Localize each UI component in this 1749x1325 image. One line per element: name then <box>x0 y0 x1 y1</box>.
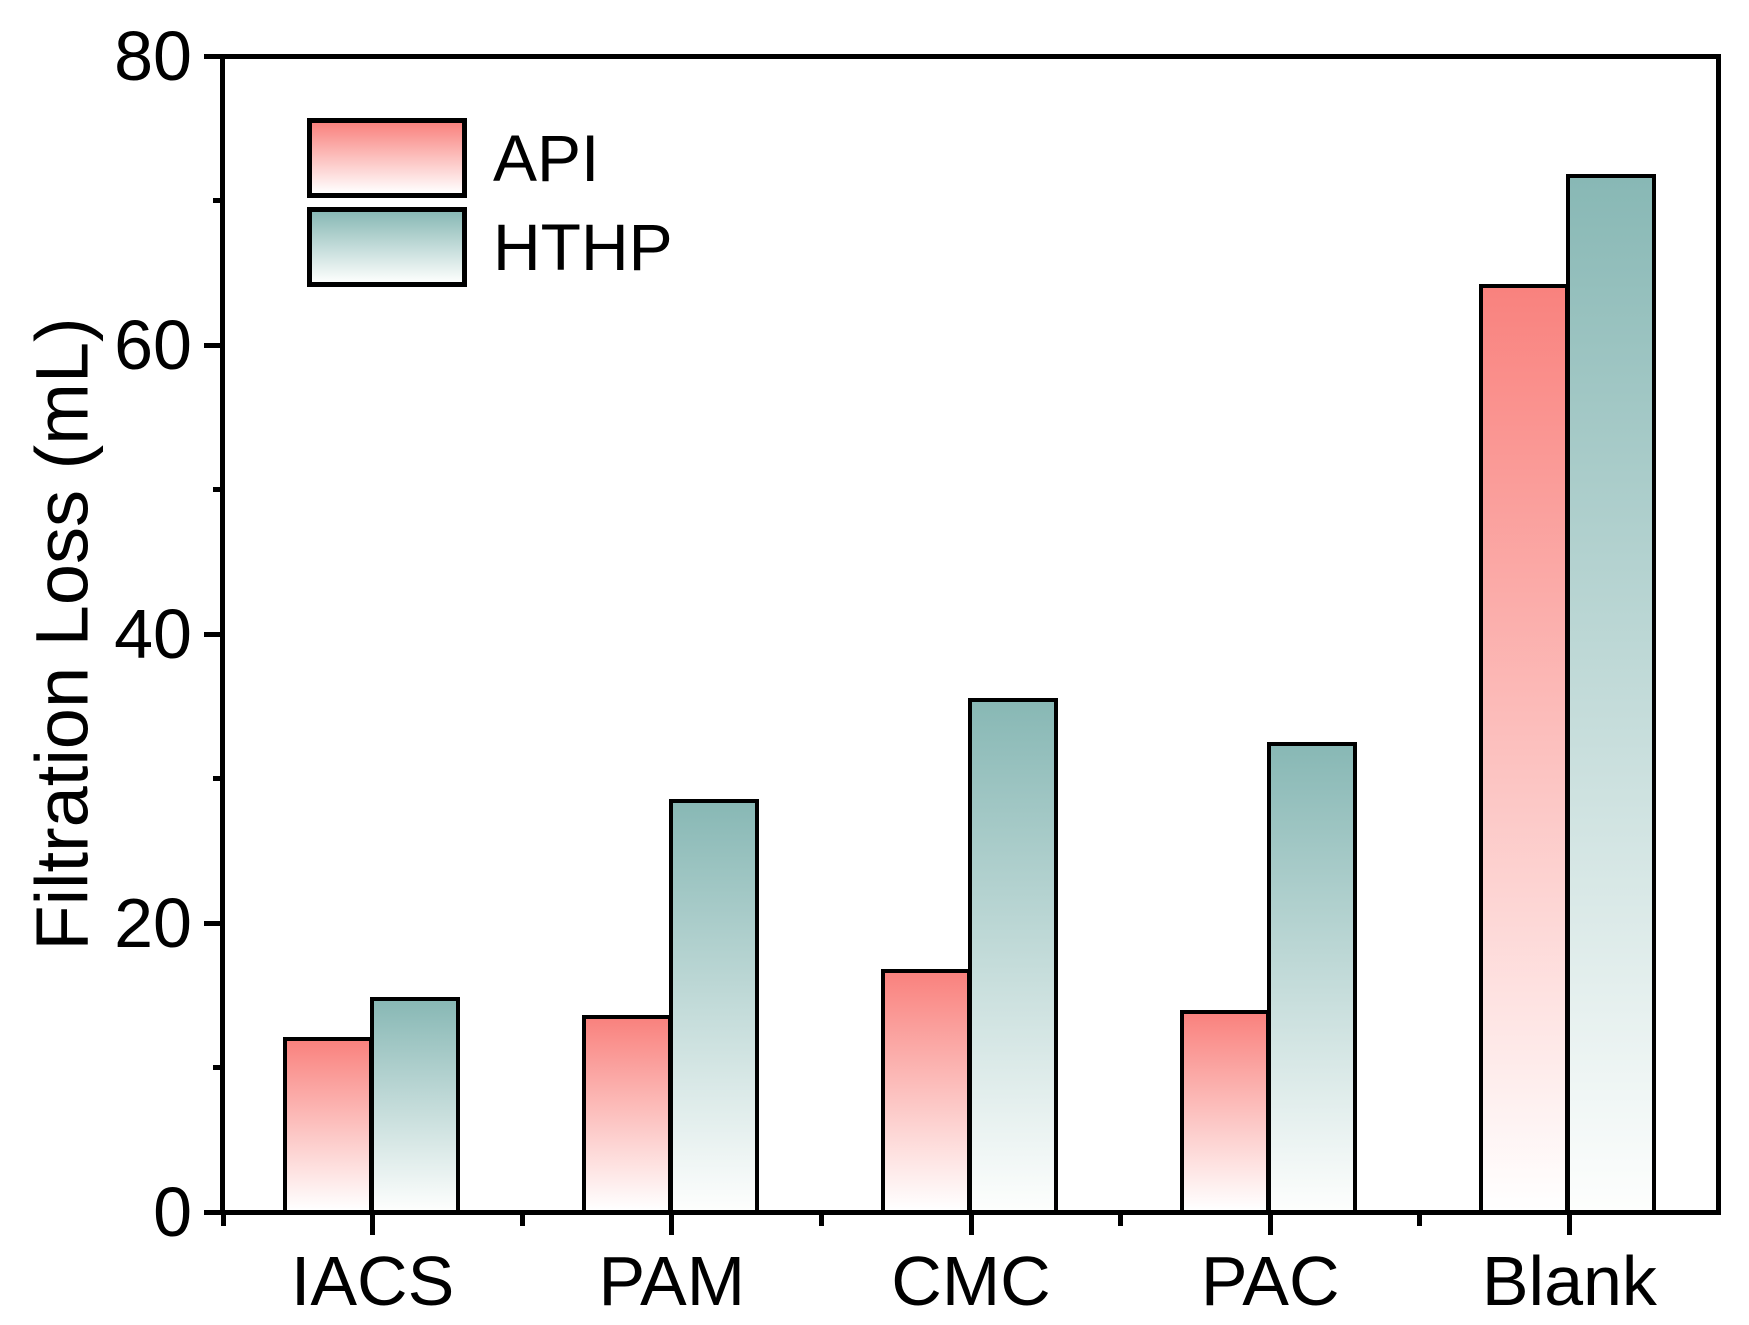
x-major-tick <box>370 1215 376 1235</box>
y-tick-label: 0 <box>153 1173 192 1251</box>
bar-hthp-pam <box>668 798 759 1214</box>
bar-api-pam <box>581 1015 672 1214</box>
bar-hthp-pac <box>1267 742 1358 1214</box>
x-major-tick <box>1267 1215 1273 1235</box>
x-tick-label: Blank <box>1481 1242 1657 1320</box>
y-major-tick <box>204 53 223 59</box>
x-major-tick <box>1566 1215 1572 1235</box>
y-major-tick <box>204 631 223 637</box>
x-major-tick <box>968 1215 974 1235</box>
bar-api-blank <box>1479 284 1570 1214</box>
y-major-tick <box>204 342 223 348</box>
x-major-tick <box>669 1215 675 1235</box>
y-tick-label: 80 <box>114 17 192 95</box>
x-minor-tick <box>818 1215 824 1226</box>
x-minor-tick <box>1118 1215 1124 1226</box>
x-tick-label: IACS <box>290 1242 455 1320</box>
bar-hthp-cmc <box>968 697 1058 1214</box>
legend-label-hthp: HTHP <box>493 210 673 284</box>
bar-api-cmc <box>881 969 971 1214</box>
bar-api-iacs <box>282 1037 373 1214</box>
x-minor-tick <box>220 1215 226 1226</box>
x-tick-label: PAM <box>598 1242 746 1320</box>
legend-swatch-hthp <box>307 207 467 287</box>
y-major-tick <box>204 1209 223 1215</box>
y-minor-tick <box>213 776 223 781</box>
x-tick-label: CMC <box>891 1242 1051 1320</box>
legend-label-api: API <box>493 121 600 195</box>
x-tick-label: PAC <box>1200 1242 1340 1320</box>
y-minor-tick <box>213 198 223 203</box>
y-minor-tick <box>213 1065 223 1070</box>
legend-swatch-api <box>307 118 467 198</box>
x-minor-tick <box>519 1215 525 1226</box>
bar-api-pac <box>1180 1009 1271 1214</box>
y-major-tick <box>204 920 223 926</box>
bar-hthp-iacs <box>369 996 460 1214</box>
y-minor-tick <box>213 487 223 492</box>
y-tick-label: 60 <box>114 306 192 384</box>
y-tick-label: 40 <box>114 595 192 673</box>
bar-hthp-blank <box>1566 174 1657 1214</box>
y-tick-label: 20 <box>114 884 192 962</box>
x-minor-tick <box>1417 1215 1423 1226</box>
